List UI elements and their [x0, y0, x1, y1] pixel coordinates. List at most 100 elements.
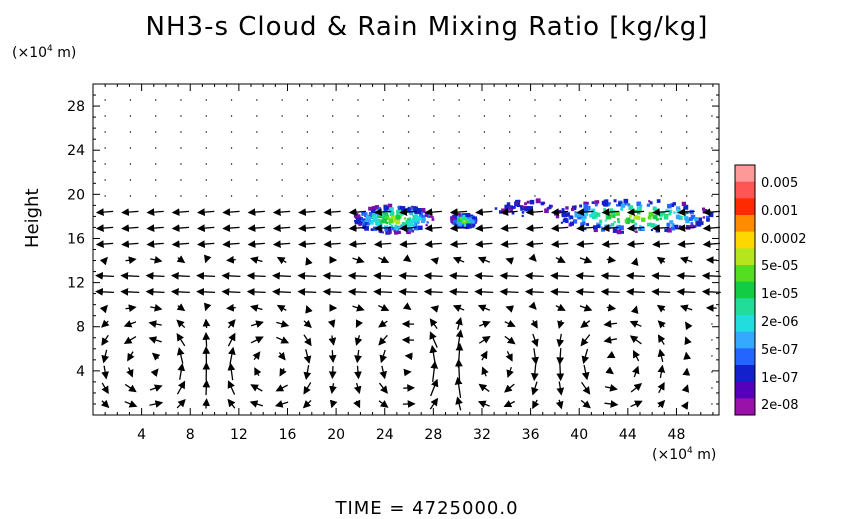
wind-vector: [328, 350, 337, 364]
vector-dot: [205, 179, 207, 181]
wind-vector: [556, 348, 565, 366]
x-tick-label: 40: [570, 427, 588, 443]
vector-dot: [711, 355, 713, 357]
vector-dot: [584, 179, 587, 181]
wind-vector: [196, 224, 215, 232]
vector-dot: [508, 99, 511, 101]
wind-vector: [677, 240, 695, 248]
wind-vector: [429, 318, 438, 330]
cloud-cell: [627, 203, 631, 207]
wind-vector: [630, 400, 643, 408]
wind-vector: [576, 208, 594, 216]
wind-vector: [449, 208, 468, 216]
wind-vector: [228, 346, 236, 365]
wind-vector: [348, 208, 367, 216]
vector-dot: [357, 115, 359, 117]
wind-vector: [504, 383, 515, 393]
wind-vector: [430, 305, 439, 313]
cloud-cell: [456, 212, 461, 218]
cloud-cell: [569, 215, 574, 220]
vector-dot: [332, 99, 334, 101]
wind-vector: [601, 224, 619, 232]
cloud-cell: [412, 214, 417, 219]
vector-dot: [230, 195, 233, 197]
vector-dot: [306, 147, 309, 149]
wind-vector: [323, 224, 341, 232]
vector-dot: [534, 147, 536, 149]
vector-dot: [685, 115, 688, 117]
cloud-cell: [633, 215, 638, 220]
wind-vector: [249, 256, 263, 264]
vector-dot: [559, 99, 561, 101]
vector-dot: [306, 131, 309, 133]
vector-dot: [584, 131, 587, 133]
wind-vector: [581, 348, 590, 365]
x-tick-label: 12: [230, 427, 248, 443]
cloud-cell: [502, 208, 506, 213]
wind-vector: [651, 287, 671, 296]
cloud-cell: [610, 222, 615, 227]
cloud-cell: [456, 215, 460, 218]
vector-dot: [205, 147, 207, 149]
vector-dot: [711, 115, 713, 117]
cloud-cell: [647, 215, 652, 220]
wind-vector: [398, 271, 418, 280]
cloud-cell: [429, 215, 432, 218]
vector-dot: [433, 195, 435, 197]
wind-vector: [378, 319, 388, 328]
cloud-cell: [625, 220, 628, 223]
wind-vector: [525, 224, 544, 232]
cloud-cell: [617, 220, 621, 224]
vector-dot: [711, 371, 713, 373]
vector-dot: [104, 131, 106, 133]
y-tick-label: 28: [67, 99, 85, 115]
cloud-cell: [380, 219, 385, 224]
cloud-cell: [591, 208, 596, 213]
wind-vector: [202, 398, 211, 409]
x-tick-label: 8: [186, 427, 195, 443]
wind-vector: [347, 287, 367, 296]
vector-dot: [407, 179, 410, 181]
chart-title: NH3-s Cloud & Rain Mixing Ratio [kg/kg]: [145, 12, 709, 42]
wind-vector: [452, 256, 465, 264]
wind-vector: [555, 255, 566, 263]
wind-vector: [202, 318, 211, 329]
wind-vector: [274, 400, 289, 408]
colorbar-swatch: [735, 315, 755, 333]
wind-vector: [303, 349, 312, 364]
vector-dot: [205, 99, 207, 101]
wind-vector: [701, 287, 721, 296]
colorbar-swatch: [735, 248, 755, 266]
cloud-cell: [548, 206, 552, 210]
vector-dot: [281, 115, 283, 117]
wind-vector: [500, 224, 518, 232]
cloud-cell: [368, 206, 373, 211]
cloud-cell: [562, 218, 567, 223]
cloud-cell: [540, 201, 545, 206]
vector-dot: [382, 163, 384, 165]
x-tick-label: 48: [668, 427, 686, 443]
vector-dot: [610, 195, 612, 197]
wind-vector: [550, 208, 569, 216]
wind-vector: [148, 320, 162, 328]
cloud-cell: [394, 224, 398, 228]
colorbar-swatch: [735, 331, 755, 349]
wind-vector: [354, 349, 362, 364]
cloud-cell: [367, 222, 370, 226]
cloud-cell: [365, 214, 369, 218]
vector-dot: [685, 99, 688, 101]
cloud-cell: [417, 216, 422, 221]
cloud-cell: [648, 200, 651, 203]
cloud-cell: [378, 213, 381, 216]
cloud-cell: [610, 210, 616, 215]
colorbar-swatch: [735, 198, 755, 216]
colorbar-swatch: [735, 398, 755, 416]
wind-vector: [606, 303, 617, 312]
vector-dot: [180, 195, 182, 197]
vector-dot: [407, 99, 410, 101]
wind-vector: [430, 360, 439, 383]
cloud-cell: [667, 203, 672, 209]
vector-dot: [256, 115, 258, 117]
vector-dot: [685, 179, 688, 181]
cloud-cell: [668, 209, 673, 214]
